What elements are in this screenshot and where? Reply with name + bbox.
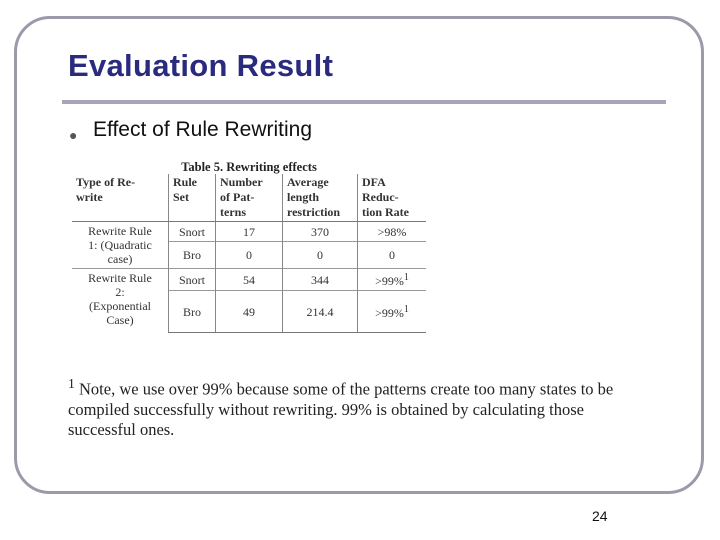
cell-rule-set: Bro [168,290,216,333]
header-line: Set [173,190,189,204]
note-body: Note, we use over 99% because some of th… [68,379,614,439]
header-type-of-rewrite: Type of Re- write [72,174,169,222]
note-marker: 1 [68,376,75,391]
header-dfa-reduction: DFA Reduc- tion Rate [357,174,426,222]
header-number-of-patterns: Number of Pat- terns [215,174,283,222]
cell-patterns: 17 [215,220,283,242]
footnote-marker: 1 [403,304,409,315]
page-number: 24 [592,508,608,524]
table-row: Bro 49 214.4 >99%1 [72,290,426,333]
rule-line: 2: [115,285,125,299]
rule-line: 1: (Quadratic [88,238,152,252]
rule-cell: Rewrite Rule 1: (Quadratic case) [72,221,169,269]
cell-patterns: 54 [215,268,283,291]
cell-dfa-reduction: >99%1 [357,268,426,291]
cell-rule-set: Bro [168,241,216,269]
header-line: of Pat- [220,190,255,204]
cell-dfa-reduction: 0 [357,241,426,269]
table-header-row: Type of Re- write Rule Set Number of Pat… [72,174,426,222]
slide-frame [14,16,704,494]
bullet-text: Effect of Rule Rewriting [93,118,313,141]
rule-line: (Exponential [89,299,151,313]
cell-dfa-reduction: >98% [357,220,426,242]
cell-rule-set: Snort [168,220,216,242]
table-caption: Table 5. Rewriting effects [181,160,317,174]
rule-line: case) [107,252,133,266]
rewriting-effects-table: Type of Re- write Rule Set Number of Pat… [72,174,426,333]
cell-dfa-reduction: >99%1 [357,290,426,333]
header-rule-set: Rule Set [168,174,216,222]
rule-cell: Rewrite Rule 2: (Exponential Case) [72,268,169,333]
cell-patterns: 49 [215,290,283,333]
header-line: tion Rate [362,205,409,219]
header-line: DFA [362,175,386,189]
header-line: Type of Re- [76,175,136,189]
bullet-dot-icon: ● [69,127,78,143]
header-line: terns [220,205,246,219]
cell-avg-length: 0 [282,241,358,269]
cell-rule-set: Snort [168,268,216,291]
header-line: Average [287,175,329,189]
footnote-marker: 1 [403,272,409,283]
dfa-value: >99% [375,274,404,288]
rule-line: Case) [106,313,134,327]
header-line: Reduc- [362,190,399,204]
slide-title: Evaluation Result [68,48,334,83]
table-row: Bro 0 0 0 [72,241,426,269]
table-row: Rewrite Rule 2: (Exponential Case) Snort… [72,268,426,333]
footnote-text: 1 Note, we use over 99% because some of … [68,374,628,440]
cell-avg-length: 344 [282,268,358,291]
header-line: write [76,190,103,204]
rule-line: Rewrite Rule [88,224,152,238]
dfa-value: >99% [375,306,404,320]
header-line: Number [220,175,263,189]
header-line: length [287,190,320,204]
cell-avg-length: 214.4 [282,290,358,333]
dfa-value: 0 [389,248,395,263]
cell-avg-length: 370 [282,220,358,242]
cell-patterns: 0 [215,241,283,269]
header-line: restriction [287,205,341,219]
header-average-length: Average length restriction [282,174,358,222]
dfa-value: >98% [377,224,407,239]
rule-line: Rewrite Rule [88,271,152,285]
header-line: Rule [173,175,197,189]
table-row: Rewrite Rule 1: (Quadratic case) Snort 1… [72,220,426,269]
title-underline [62,100,666,104]
